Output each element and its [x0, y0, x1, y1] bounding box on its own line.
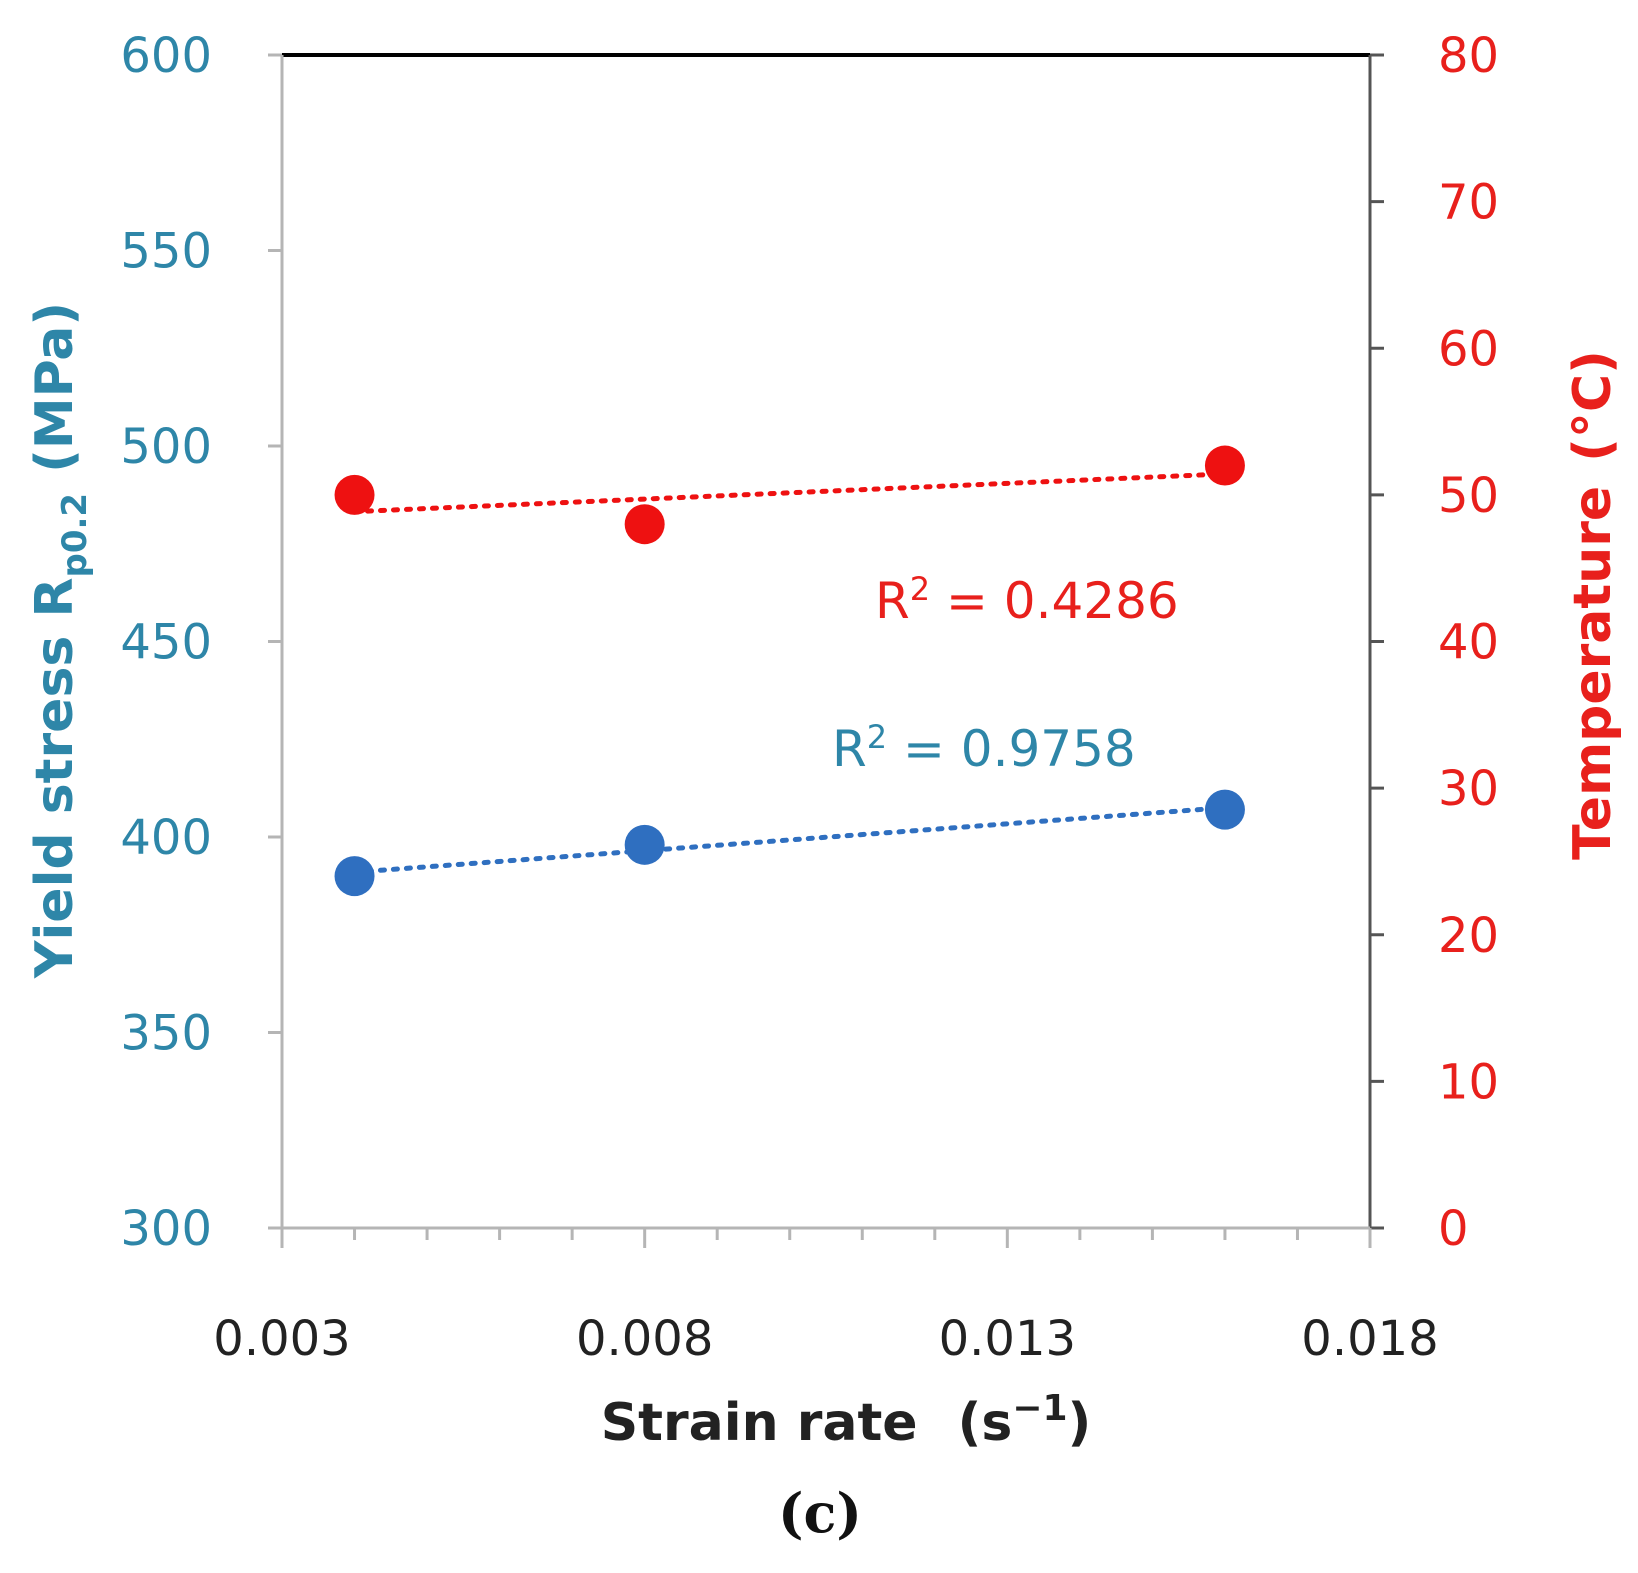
right-axis-title: Temperature(°C): [1563, 350, 1623, 860]
left-tick-label: 400: [120, 810, 212, 866]
right-tick-label: 70: [1438, 175, 1499, 231]
trendlines-layer: [352, 471, 1228, 875]
x-tick-label: 0.013: [939, 1311, 1076, 1367]
x-tick-label: 0.003: [213, 1311, 350, 1367]
yield-point-3: [1204, 789, 1245, 830]
left-tick-label: 600: [120, 28, 212, 84]
trendline-temperature: [352, 471, 1228, 515]
left-axis-title: Yield stress Rp0.2(MPa): [25, 302, 95, 979]
points-layer: [334, 445, 1245, 897]
r2-annotation-temperature: R2 = 0.4286: [875, 570, 1179, 630]
x-tick-label: 0.018: [1301, 1311, 1438, 1367]
x-axis-title: Strain rate (s−1): [601, 1388, 1092, 1453]
right-tick-label: 50: [1438, 468, 1499, 524]
left-tick-label: 300: [120, 1201, 212, 1257]
left-tick-label: 550: [120, 224, 212, 280]
temperature-point-2: [624, 504, 665, 545]
right-tick-label: 60: [1438, 321, 1499, 377]
ticks-layer: 300 350 400 450 500 550 600 0 10 20 30 40 50 60 70 80 0.…: [120, 28, 1499, 1367]
x-tick-label: 0.008: [576, 1311, 713, 1367]
r2-annotation-yield: R2 = 0.9758: [832, 718, 1136, 778]
yield-point-2: [624, 824, 665, 865]
left-tick-label: 450: [120, 615, 212, 671]
left-tick-label: 500: [120, 419, 212, 475]
trendline-yield: [352, 805, 1228, 875]
right-tick-label: 30: [1438, 761, 1499, 817]
yield-point-1: [334, 856, 375, 897]
left-tick-label: 350: [120, 1006, 212, 1062]
temperature-point-3: [1204, 445, 1245, 486]
right-tick-label: 80: [1438, 28, 1499, 84]
right-tick-label: 20: [1438, 908, 1499, 964]
right-tick-label: 0: [1438, 1201, 1469, 1257]
right-tick-label: 40: [1438, 615, 1499, 671]
temperature-point-1: [334, 474, 375, 515]
panel-label: (c): [778, 1481, 862, 1545]
right-tick-label: 10: [1438, 1054, 1499, 1110]
